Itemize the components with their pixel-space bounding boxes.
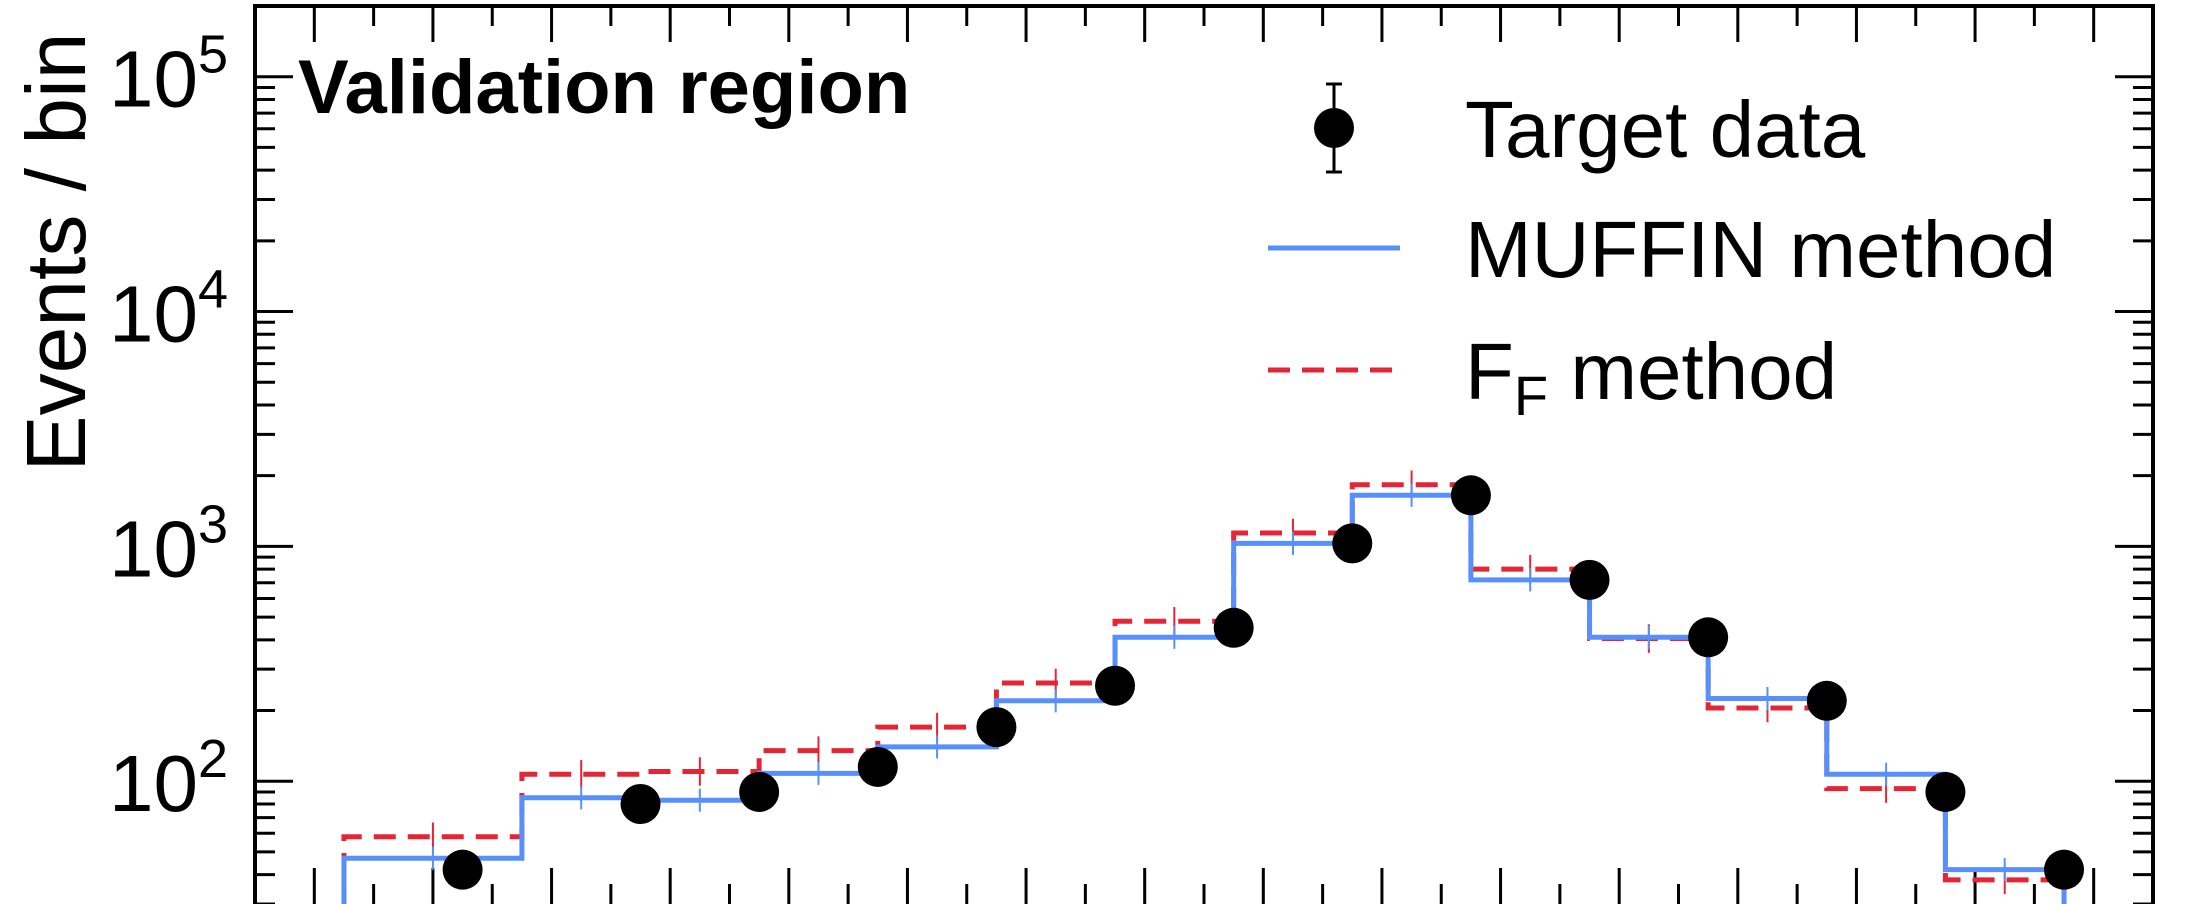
legend-label-muffin: MUFFIN method: [1465, 205, 2056, 294]
plot-frame: [253, 4, 2155, 904]
legend-label-data: Target data: [1465, 85, 1866, 174]
ff-step-line: [341, 482, 2067, 904]
data-point: [739, 771, 780, 812]
data-point: [2044, 849, 2085, 890]
axis-layer: 102 103 104 105: [109, 4, 2155, 904]
data-point: [442, 849, 483, 890]
y-axis-label: Events / bin: [9, 33, 103, 472]
data-point: [1569, 559, 1610, 600]
y-tick-label: 105: [109, 25, 228, 124]
data-point: [1688, 617, 1729, 658]
y-tick-label: 104: [109, 260, 228, 359]
data-point: [1806, 680, 1847, 721]
data-point: [1095, 665, 1136, 706]
data-point: [1213, 607, 1254, 648]
muffin-method-series: [341, 483, 2067, 904]
data-point: [857, 746, 898, 787]
y-tick-label: 102: [109, 729, 228, 828]
legend-data-marker: [1314, 108, 1354, 148]
data-point: [1450, 475, 1491, 516]
legend: Target data MUFFIN method FF method: [1268, 82, 2056, 427]
data-point: [976, 707, 1017, 748]
data-point: [1332, 523, 1373, 564]
muffin-step-line: [341, 492, 2067, 904]
legend-label-ff: FF method: [1465, 327, 1837, 427]
target-data-series: [442, 475, 2085, 890]
ff-method-series: [341, 470, 2067, 904]
data-point: [1925, 771, 1966, 812]
data-point: [620, 783, 661, 824]
y-tick-label: 103: [109, 494, 228, 593]
region-annotation: Validation region: [298, 45, 910, 130]
